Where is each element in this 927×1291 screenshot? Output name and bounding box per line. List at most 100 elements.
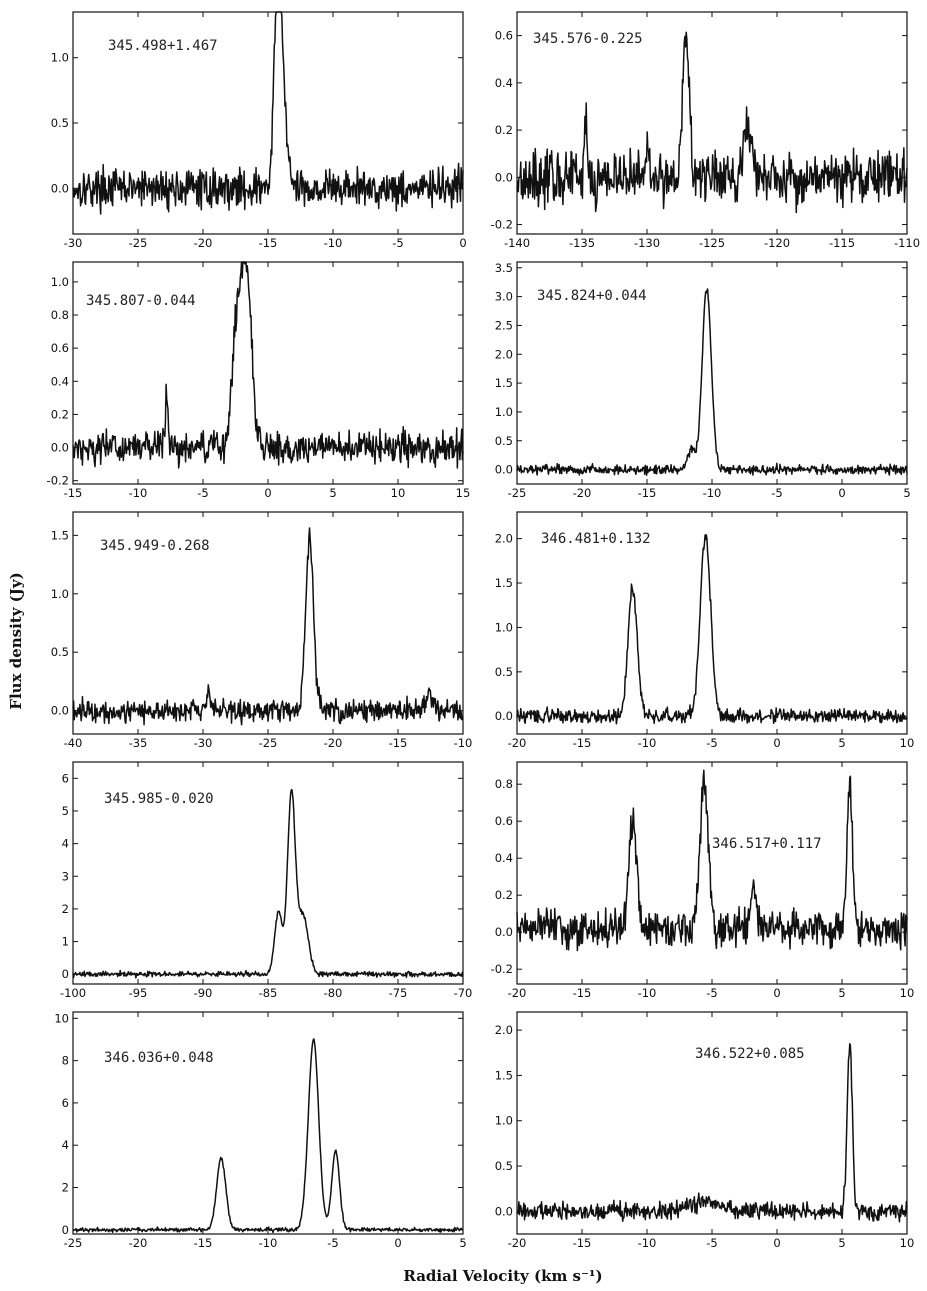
x-tick-label: -25 <box>129 236 148 250</box>
y-tick: 2.0 <box>495 1023 907 1037</box>
x-tick: -20 <box>324 512 343 750</box>
x-tick-label: 0 <box>264 486 271 500</box>
y-tick-label: 0.0 <box>495 170 513 184</box>
x-tick-label: -5 <box>197 486 208 500</box>
x-tick: -110 <box>894 12 920 250</box>
y-tick-label: 1.0 <box>51 51 69 65</box>
x-tick: -5 <box>706 1012 718 1250</box>
x-tick-label: -115 <box>829 236 855 250</box>
spectrum-panel: -140 -135 -130 -125 -120 -115 -110 -0.2 0.0 0.2 0.… <box>491 11 920 250</box>
y-tick-label: 4 <box>62 1138 69 1152</box>
y-tick-label: 2.5 <box>495 318 513 332</box>
x-tick: -25 <box>259 512 277 750</box>
y-tick: 1.0 <box>51 587 463 601</box>
y-tick-label: 1.0 <box>495 620 513 634</box>
source-label: 345.824+0.044 <box>537 288 647 304</box>
x-tick: -15 <box>194 1012 213 1250</box>
source-label: 345.985-0.020 <box>104 791 214 807</box>
y-tick-label: 0.0 <box>51 704 69 718</box>
x-tick-label: -20 <box>508 1236 527 1250</box>
x-tick-label: -20 <box>194 236 213 250</box>
x-tick-label: -90 <box>194 986 213 1000</box>
x-tick: 5 <box>903 262 911 500</box>
x-tick: -85 <box>259 762 277 1000</box>
x-tick: -5 <box>706 762 718 1000</box>
x-tick-label: -15 <box>389 736 408 750</box>
x-tick: -15 <box>64 262 82 500</box>
x-tick-label: -10 <box>638 986 657 1000</box>
x-tick-label: -15 <box>259 236 278 250</box>
y-tick: 0.8 <box>495 777 907 791</box>
spectrum-line <box>72 11 464 215</box>
y-tick-label: 6 <box>62 1096 69 1110</box>
y-tick: 0.0 <box>495 925 907 939</box>
x-tick-label: -5 <box>706 736 717 750</box>
y-tick: 2.5 <box>495 318 907 332</box>
x-tick-label: -75 <box>389 986 408 1000</box>
y-tick: 6 <box>62 771 463 785</box>
y-tick-label: 0.6 <box>495 29 513 43</box>
y-tick-label: 1.0 <box>495 405 513 419</box>
y-tick: 2 <box>62 902 463 916</box>
x-tick-label: -15 <box>194 1236 213 1250</box>
y-tick: 6 <box>62 1096 463 1110</box>
y-tick: 0.6 <box>495 814 907 828</box>
x-tick-label: -20 <box>324 736 343 750</box>
x-tick: 15 <box>456 262 470 500</box>
x-tick: -20 <box>129 1012 147 1250</box>
y-tick: 0 <box>62 1223 463 1237</box>
y-tick-label: -0.2 <box>491 218 513 232</box>
y-tick-label: 0.0 <box>51 181 69 195</box>
y-tick-label: 0.0 <box>495 1204 513 1218</box>
x-tick-label: -20 <box>508 986 527 1000</box>
x-tick: -30 <box>194 512 212 750</box>
source-label: 346.522+0.085 <box>695 1046 805 1062</box>
spectrum-panel: -25 -20 -15 -10 -5 0 5 0 2 4 6 8 10 346.036+0.048 <box>54 1011 466 1250</box>
x-tick: -20 <box>508 512 526 750</box>
x-tick-label: -5 <box>706 1236 717 1250</box>
x-tick-label: -130 <box>634 236 660 250</box>
x-tick-label: -95 <box>129 986 148 1000</box>
spectrum-panel: -20 -15 -10 -5 0 5 10 0.0 0.5 1.0 1.5 2.0 346.522+0.… <box>495 1011 915 1250</box>
x-tick-label: 5 <box>838 1236 845 1250</box>
y-tick-label: 0.5 <box>495 665 513 679</box>
y-tick-label: 0.5 <box>495 434 513 448</box>
y-tick: 0.4 <box>495 851 907 865</box>
y-tick-label: 1.0 <box>51 275 69 289</box>
y-tick-label: 1.5 <box>51 528 69 542</box>
x-tick: -115 <box>829 12 855 250</box>
x-tick: -10 <box>259 1012 277 1250</box>
x-tick-label: 10 <box>900 1236 915 1250</box>
y-tick: 2.0 <box>495 532 907 546</box>
y-tick: 4 <box>62 837 463 851</box>
x-tick: -100 <box>60 762 86 1000</box>
x-tick: -80 <box>324 762 343 1000</box>
panel-frame <box>72 1011 464 1235</box>
spectrum-panel: -30 -25 -20 -15 -10 -5 0 0.0 0.5 1.0 345.498+1.467 <box>51 11 467 250</box>
y-tick-label: 0.2 <box>495 123 513 137</box>
x-tick: -125 <box>699 12 725 250</box>
y-axis-title: Flux density (Jy) <box>7 572 25 709</box>
x-tick: -10 <box>454 512 472 750</box>
y-tick: 0.0 <box>495 170 907 184</box>
y-tick: 1.5 <box>51 528 463 542</box>
x-tick: -5 <box>327 1012 339 1250</box>
y-tick-label: 0 <box>62 1223 69 1237</box>
x-tick: 10 <box>900 762 914 1000</box>
y-tick-label: 5 <box>62 804 69 818</box>
y-tick: 0.2 <box>495 888 907 902</box>
x-tick-label: -80 <box>324 986 343 1000</box>
y-tick: 5 <box>62 804 463 818</box>
source-label: 345.576-0.225 <box>533 31 643 47</box>
y-tick-label: 0.5 <box>51 645 69 659</box>
y-tick: 1.0 <box>51 51 463 65</box>
x-tick-label: -25 <box>64 1236 83 1250</box>
source-label: 346.036+0.048 <box>104 1050 214 1066</box>
x-tick: 10 <box>900 1012 915 1250</box>
x-tick-label: 0 <box>459 236 466 250</box>
x-tick: 0 <box>773 512 781 750</box>
y-tick-label: 2 <box>62 1180 69 1194</box>
y-tick-label: 6 <box>62 771 69 785</box>
x-tick-label: 5 <box>459 1236 466 1250</box>
x-tick: -20 <box>194 12 213 250</box>
